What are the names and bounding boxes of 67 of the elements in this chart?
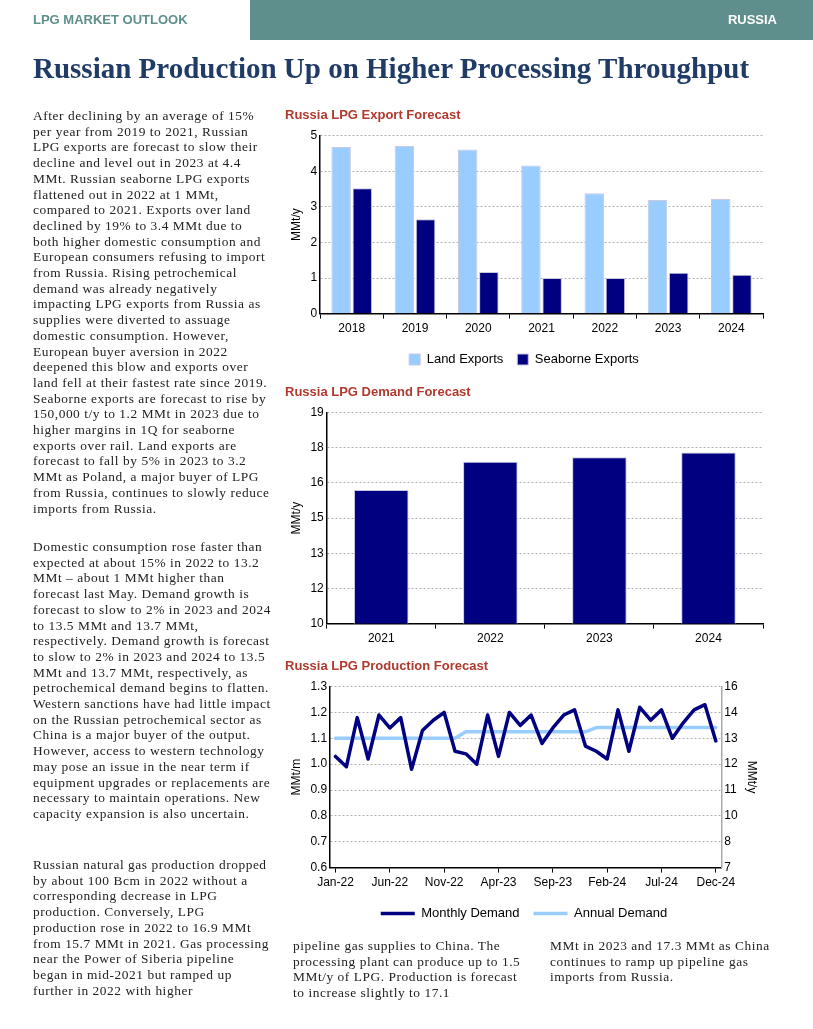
y-tick-label: 0.9 [310, 782, 328, 797]
y2-tick-label: 16 [724, 678, 738, 693]
x-tick-label: Jul-24 [645, 875, 679, 890]
x-tick-label: 2023 [654, 321, 682, 336]
y-tick-label: 0.7 [310, 834, 328, 849]
legend-label: Seaborne Exports [534, 351, 640, 367]
x-tick-label: 2024 [718, 321, 746, 336]
chart-title: Russia LPG Production Forecast [285, 658, 489, 674]
x-tick-label: 2021 [367, 631, 395, 646]
y-tick-label: 1.3 [310, 678, 328, 693]
y2-tick-label: 10 [724, 808, 738, 823]
x-tick-label: 2024 [695, 631, 723, 646]
y2-tick-label: 8 [724, 834, 732, 849]
legend-label: Annual Demand [574, 905, 668, 921]
y-tick-label: 13 [310, 545, 325, 560]
y-axis-title: MMt/y [288, 501, 303, 535]
y-tick-label: 16 [310, 475, 325, 490]
x-tick-label: 2022 [476, 631, 505, 646]
legend-label: Land Exports [426, 351, 504, 367]
text: RUSSIA [727, 12, 777, 27]
y-tick-label: 1.0 [310, 756, 328, 771]
y-tick-label: 3 [310, 199, 318, 214]
y-tick-label: 19 [310, 404, 325, 419]
x-tick-label: Nov-22 [424, 875, 464, 890]
y-tick-label: 1 [310, 270, 318, 285]
y-axis-title: MMt/y [288, 208, 303, 241]
x-tick-label: Dec-24 [696, 875, 736, 890]
text: Domestic consumption rose faster than expected at about 15% in 2022 to 13.2 MMt – about 1 MMt higher than forecast last May. Demand growth is forecast to slow to 2% in 2023 and 2024 to 13.5 MMt and 13.7 MMt, respectively. Demand growth is forecast to slow to 2% in 2023 and 2024 to 13.5 MMt and 13.7 MMt, respectively, as petrochemical demand begins to flatten. Western sanctions have had little impact on the Russian petrochemical sector as China is a major buyer of the output. However, access to western technology may pose an issue in the near term if equipment upgrades or replacements are necessary to maintain operations. New capacity expansion is also uncertain. [33, 539, 271, 821]
x-tick-label: 2018 [338, 321, 366, 336]
y-tick-label: 15 [310, 510, 325, 525]
y-tick-label: 12 [310, 580, 325, 595]
chart-title: Russia LPG Export Forecast [285, 107, 462, 123]
legend-label: Monthly Demand [421, 905, 520, 921]
y2-tick-label: 12 [724, 756, 738, 771]
x-tick-label: Jan-22 [317, 875, 355, 890]
text: Russian natural gas production dropped by about 100 Bcm in 2022 without a corresponding decrease in LPG production. Conversely, LPG production rose in 2022 to 16.9 MMt from 15.7 MMt in 2021. Gas processing near the Power of Siberia pipeline began in mid-2021 but ramped up further in 2022 with higher [33, 857, 270, 998]
text: Russian Production Up on Higher Processing Throughput [33, 52, 750, 85]
x-tick-label: Feb-24 [588, 875, 627, 890]
y2-tick-label: 11 [724, 782, 738, 797]
y-tick-label: 5 [310, 127, 318, 142]
x-tick-label: 2022 [591, 321, 619, 336]
y-tick-label: 1.1 [310, 730, 328, 745]
y-tick-label: 1.2 [310, 704, 328, 719]
y2-tick-label: 7 [724, 859, 732, 874]
y-tick-label: 10 [310, 615, 325, 630]
x-tick-label: Apr-23 [480, 875, 517, 890]
y2-tick-label: 13 [724, 730, 738, 745]
y-tick-label: 0 [310, 305, 318, 320]
x-tick-label: 2020 [464, 321, 492, 336]
y-axis-title: MMt/m [288, 758, 303, 796]
y2-tick-label: 14 [724, 704, 738, 719]
y-tick-label: 4 [310, 163, 318, 178]
y-tick-label: 0.8 [310, 808, 328, 823]
y-tick-label: 2 [310, 234, 318, 249]
text: MMt in 2023 and 17.3 MMt as China continues to ramp up pipeline gas imports from Russia. [550, 938, 771, 986]
x-tick-label: Sep-23 [533, 875, 573, 890]
x-tick-label: 2023 [586, 631, 614, 646]
y-tick-label: 0.6 [310, 859, 328, 874]
text: After declining by an average of 15% per year from 2019 to 2021, Russian LPG exports are forecast to slow their decline and level out in 2023 at 4.4 MMt. Russian seaborne LPG exports flattened out in 2022 at 1 MMt, compared to 2021. Exports over land declined by 19% to 3.4 MMt due to both higher domestic consumption and European consumers refusing to import from Russia. Rising petrochemical demand was already negatively impacting LPG exports from Russia as supplies were diverted to assuage domestic consumption. However, European buyer aversion in 2022 deepened this blow and exports over land fell at their fastest rate since 2019. Seaborne exports are forecast to rise by 150,000 t/y to 1.2 MMt in 2023 due to higher margins in 1Q for seaborne exports over rail. Land exports are forecast to fall by 5% in 2023 to 3.2 MMt as Poland, a major buyer of LPG from Russia, continues to slowly reduce imports from Russia. [33, 108, 270, 516]
x-tick-label: 2019 [401, 321, 429, 336]
y2-axis-title: MMt/y [745, 760, 760, 794]
chart-title: Russia LPG Demand Forecast [285, 384, 472, 400]
x-tick-label: 2021 [528, 321, 556, 336]
y-tick-label: 18 [310, 440, 325, 455]
text: pipeline gas supplies to China. The processing plant can produce up to 1.5 MMt/y of LPG. Production is forecast to increase slightly to 17.1 [293, 938, 522, 1001]
x-tick-label: Jun-22 [371, 875, 409, 890]
text: LPG MARKET OUTLOOK [33, 12, 188, 27]
